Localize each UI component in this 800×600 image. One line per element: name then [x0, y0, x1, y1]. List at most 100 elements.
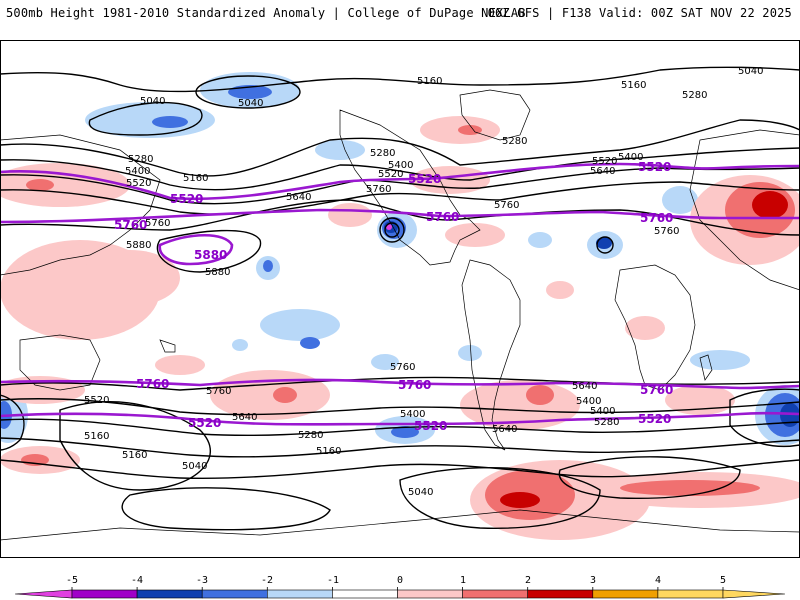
contour-line	[0, 147, 800, 191]
colorbar-tick: 2	[525, 575, 531, 586]
key-contour-label: 5760	[640, 211, 673, 225]
model-valid-time: 06Z GFS | F138 Valid: 00Z SAT NOV 22 202…	[487, 6, 792, 20]
anomaly-positive	[546, 281, 574, 299]
madagascar-outline	[699, 354, 713, 381]
key-contour-label: 5760	[136, 377, 169, 391]
anomaly-negative	[528, 232, 552, 248]
anomaly-positive	[752, 191, 788, 219]
map-header: 500mb Height 1981-2010 Standardized Anom…	[0, 0, 800, 30]
map-canvas: 5160 5160 5040 5040 5040 5280 5280 5280 …	[0, 40, 800, 558]
eurasia-east-outline	[689, 129, 800, 291]
colorbar-tick: -1	[327, 575, 339, 586]
anomaly-positive	[500, 492, 540, 508]
contour-label: 5640	[286, 192, 311, 203]
contour-line	[156, 229, 262, 273]
contour-label: 5040	[140, 96, 165, 107]
anomaly-negative	[85, 102, 215, 138]
contour-line	[596, 236, 614, 254]
contour-label: 5400	[388, 160, 413, 171]
key-contour-label: 5760	[426, 210, 459, 224]
contour-line	[384, 222, 400, 238]
colorbar-segment	[332, 589, 398, 599]
colorbar-segments	[14, 587, 786, 599]
key-contour-label: 5760	[398, 378, 431, 392]
contour-line	[0, 437, 800, 458]
contour-label: 5040	[738, 66, 763, 77]
key-contours	[0, 162, 800, 426]
south-america-outline	[461, 259, 521, 451]
contour-label: 5280	[370, 148, 395, 159]
colorbar-segment	[266, 589, 333, 599]
contour-label: 5880	[205, 267, 230, 278]
contour-line	[0, 119, 800, 177]
coastlines	[0, 89, 800, 541]
contour-line	[0, 199, 800, 236]
contour-label: 5040	[182, 461, 207, 472]
anomaly-positive	[273, 387, 297, 403]
colorbar-segment	[71, 589, 138, 599]
colorbar-tick: 5	[720, 575, 726, 586]
contour-label: 5400	[125, 166, 150, 177]
contour-label: 5160	[621, 80, 646, 91]
contour-label: 5640	[492, 424, 517, 435]
anomaly-negative	[458, 345, 482, 361]
contour-label: 5760	[145, 218, 170, 229]
contour-line	[0, 394, 25, 451]
key-contour-label: 5760	[640, 383, 673, 397]
anomaly-negative	[690, 350, 750, 370]
colorbar-tick: 0	[397, 575, 403, 586]
contour-5520-south	[0, 411, 800, 426]
contour-line	[0, 167, 800, 205]
colorbar-segment	[722, 589, 786, 599]
contour-line	[379, 217, 405, 243]
contour-label: 5280	[594, 417, 619, 428]
contour-label: 5280	[128, 154, 153, 165]
anomaly-positive	[26, 179, 54, 191]
contour-line	[0, 66, 800, 93]
colorbar-segment	[397, 589, 463, 599]
contour-line	[121, 487, 331, 531]
colorbar-tick-labels: -5 -4 -3 -2 -1 0 1 2 3 4 5	[66, 575, 726, 586]
contour-line	[0, 459, 800, 479]
contour-label: 5400	[618, 152, 643, 163]
contour-line	[0, 181, 800, 215]
antarctica-outline	[0, 509, 800, 541]
anomaly-negative	[300, 337, 320, 349]
contour-label: 5760	[390, 362, 415, 373]
colorbar-segment	[527, 589, 594, 599]
anomaly-negative	[232, 339, 248, 351]
product-title: 500mb Height 1981-2010 Standardized Anom…	[6, 6, 526, 20]
contour-label: 5160	[316, 446, 341, 457]
contour-line	[59, 401, 212, 491]
contour-line	[558, 456, 741, 499]
anomaly-negative	[371, 354, 399, 370]
anomaly-positive	[625, 316, 665, 340]
contour-line	[729, 388, 800, 447]
contour-line	[0, 418, 800, 437]
contour-label: 5400	[576, 396, 601, 407]
contour-label: 5400	[400, 409, 425, 420]
height-contours	[0, 66, 800, 531]
contour-line	[195, 75, 301, 109]
colorbar-tick: 1	[460, 575, 466, 586]
anomaly-negative	[315, 140, 365, 160]
contour-label: 5520	[126, 178, 151, 189]
key-contour-label: 5760	[114, 218, 147, 232]
greenland-outline	[459, 89, 531, 141]
colorbar-tick: 4	[655, 575, 661, 586]
contour-label: 5760	[366, 184, 391, 195]
island-outline	[159, 339, 176, 353]
anomaly-positive	[410, 166, 490, 194]
height-contour-labels: 5160 5160 5040 5040 5040 5280 5280 5280 …	[84, 66, 763, 498]
contour-label: 5640	[590, 166, 615, 177]
colorbar-segment	[136, 589, 203, 599]
colorbar-segment	[462, 589, 529, 599]
colorbar-tick: -2	[261, 575, 273, 586]
anomaly-colorbar: -5 -4 -3 -2 -1 0 1 2 3 4 5	[0, 570, 800, 600]
contour-5760-north	[0, 208, 800, 224]
colorbar-segment	[592, 589, 659, 599]
eurasia-west-outline	[0, 134, 161, 276]
contour-label: 5160	[183, 173, 208, 184]
anomaly-negative	[662, 186, 698, 214]
contour-label: 5760	[654, 226, 679, 237]
